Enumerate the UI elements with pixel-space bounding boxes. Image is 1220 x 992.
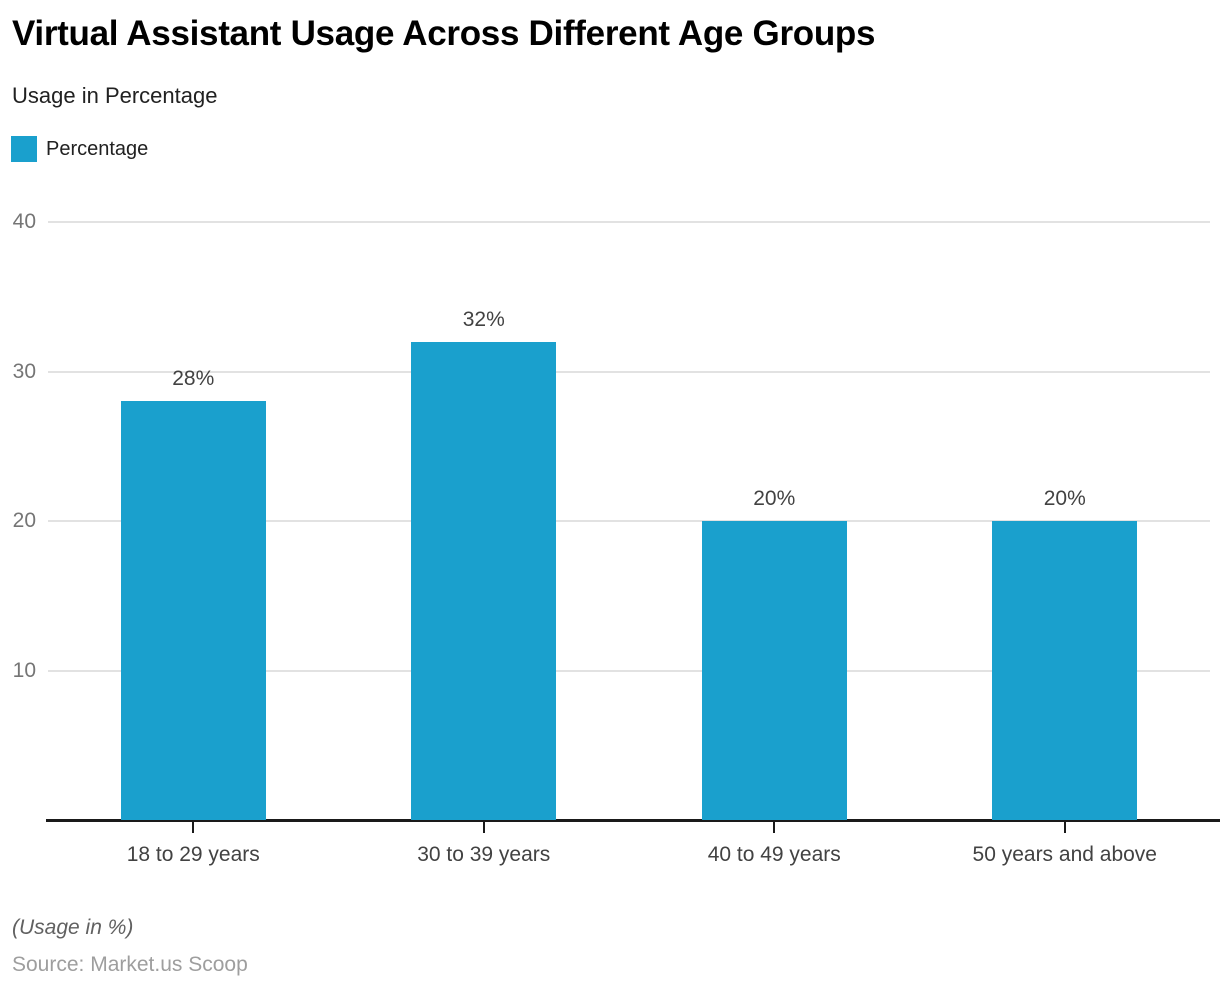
legend-label: Percentage — [46, 137, 149, 160]
y-tick-label-40: 40 — [12, 210, 36, 233]
y-tick-label-10: 10 — [12, 658, 36, 682]
x-category-label: 40 to 49 years — [707, 843, 841, 866]
gridline-10 — [48, 669, 1210, 672]
x-category-label: 18 to 29 years — [126, 843, 260, 866]
bar-value-label: 20% — [753, 487, 796, 510]
bar-30-to-39-years[interactable] — [411, 341, 557, 820]
gridline-20 — [48, 520, 1210, 522]
footer-source: Source: Market.us Scoop — [12, 953, 248, 976]
bar-50-years-and-above[interactable] — [992, 521, 1138, 820]
bar-value-label: 20% — [1043, 487, 1086, 510]
legend-item-percentage[interactable]: Percentage — [11, 136, 148, 162]
y-tick-label-30: 30 — [12, 359, 36, 383]
y-tick-label-20: 20 — [12, 509, 36, 532]
x-tick-mark — [773, 821, 776, 833]
bar-40-to-49-years[interactable] — [701, 521, 847, 820]
legend-swatch-icon — [11, 136, 37, 162]
footer-note: (Usage in %) — [12, 916, 134, 939]
bar-18-to-29-years[interactable] — [120, 401, 266, 820]
gridline-30 — [48, 370, 1210, 373]
bar-value-label: 28% — [172, 367, 215, 391]
legend: Percentage — [11, 136, 148, 162]
plot-area: 10 20 30 40 28% 18 to 29 years 32% 30 to 39 yea… — [13, 210, 1220, 866]
x-tick-mark — [482, 821, 485, 833]
gridline-40 — [48, 221, 1210, 223]
x-tick-mark — [1063, 821, 1066, 833]
x-category-label: 50 years and above — [972, 843, 1157, 866]
x-axis-line — [46, 819, 1220, 822]
chart-title: Virtual Assistant Usage Across Different… — [12, 14, 876, 53]
bar-value-label: 32% — [462, 307, 505, 331]
chart-subtitle: Usage in Percentage — [12, 83, 218, 108]
x-tick-mark — [192, 821, 195, 833]
x-category-label: 30 to 39 years — [417, 843, 551, 866]
